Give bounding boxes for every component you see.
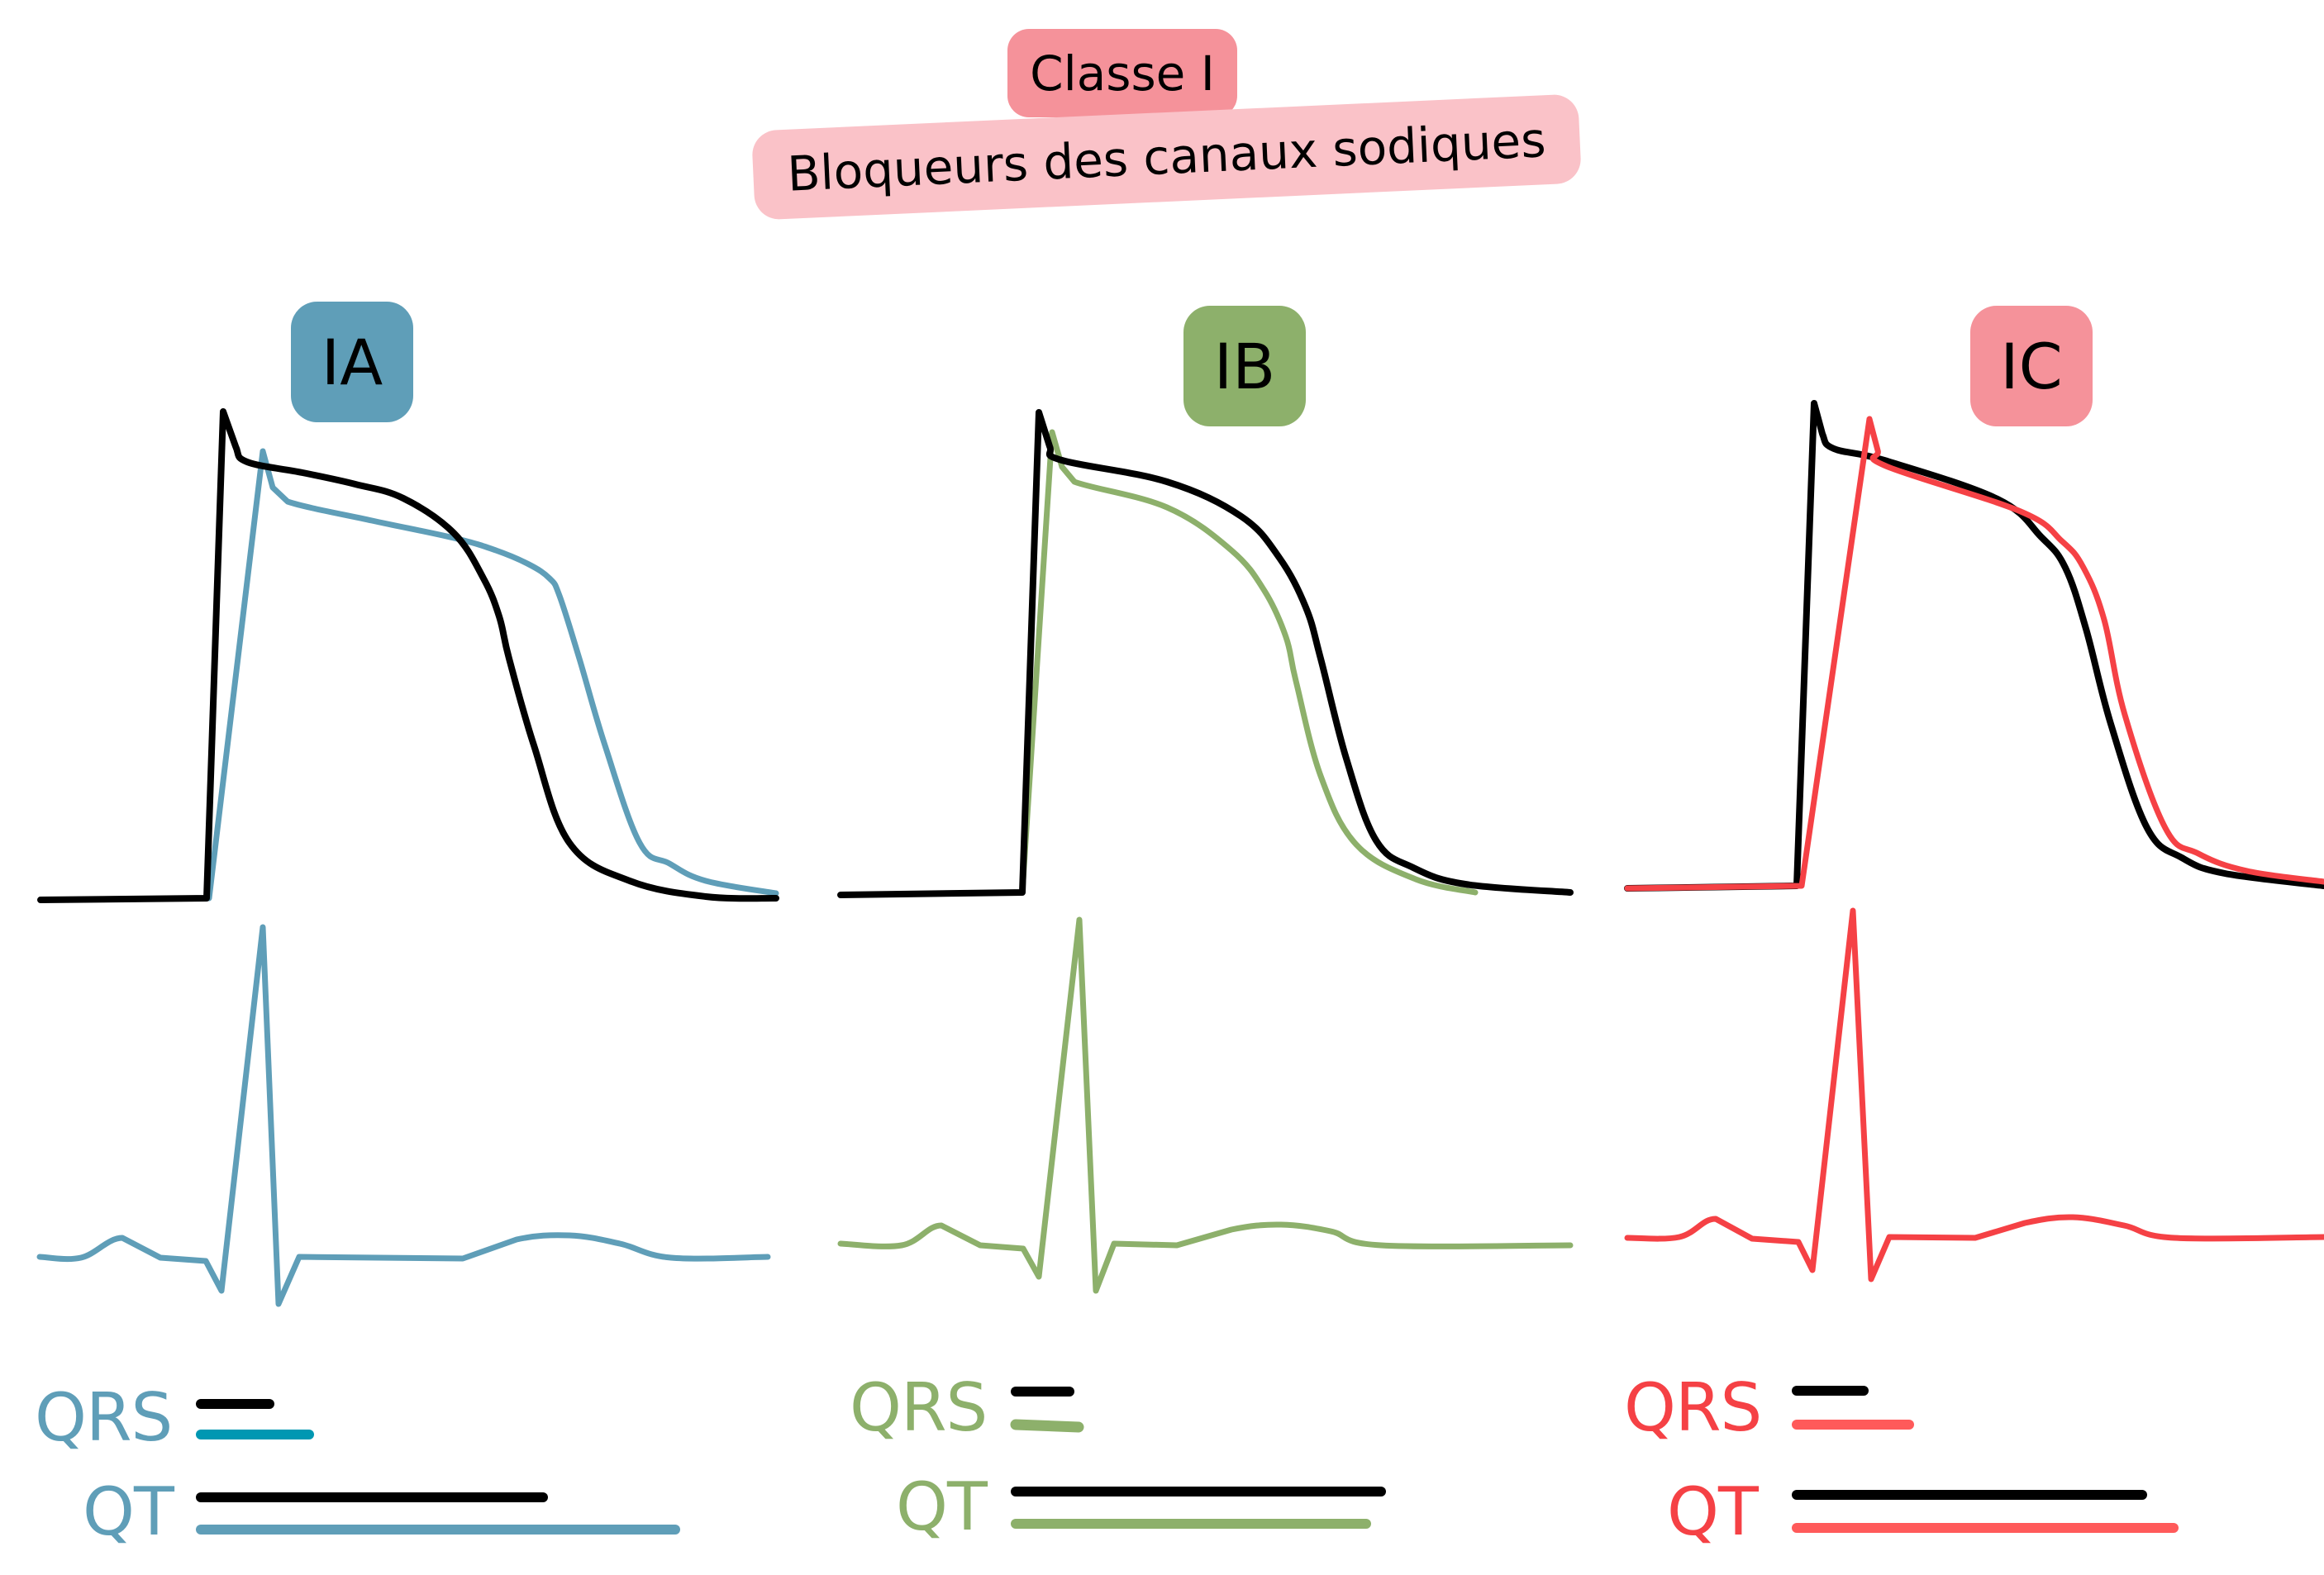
ia-qrs-label: QRS [35, 1379, 173, 1456]
ia-class-IA-action-potential-curve [206, 448, 779, 902]
class-ib-label: IB [1213, 329, 1276, 403]
ib-qt-label: QT [896, 1468, 988, 1545]
ia-qt-label: QT [83, 1473, 174, 1550]
ic-qrs-label: QRS [1624, 1369, 1762, 1446]
title-badge: Classe I [1007, 29, 1237, 117]
class-ic-label: IC [2000, 329, 2063, 403]
ic-class-IC-action-potential-curve [1624, 416, 2324, 892]
interval-bars [196, 1386, 2179, 1535]
ic-reference-action-potential-curve [1624, 400, 2324, 892]
ia-reference-action-potential-curve [37, 408, 779, 903]
ib-class-IB-action-potential-curve [1019, 429, 1479, 896]
waveform-curves [36, 400, 2324, 1307]
ia-class-IA-ecg-curve [36, 924, 771, 1307]
ib-reference-action-potential-curve [837, 409, 1574, 898]
subtitle-text: Bloqueurs des canaux sodiques [786, 112, 1547, 202]
class-ic-badge: IC [1970, 306, 2093, 426]
class-ia-badge: IA [291, 302, 413, 422]
ic-qt-label: QT [1667, 1473, 1759, 1550]
title-text: Classe I [1030, 45, 1215, 102]
ib-qrs-drug-bar [1010, 1419, 1084, 1433]
class-ib-badge: IB [1183, 306, 1306, 426]
ib-class-IB-ecg-curve [837, 916, 1574, 1294]
class-ia-label: IA [321, 325, 383, 399]
ib-qrs-label: QRS [850, 1369, 988, 1446]
ic-class-IC-ecg-curve [1624, 907, 2324, 1282]
